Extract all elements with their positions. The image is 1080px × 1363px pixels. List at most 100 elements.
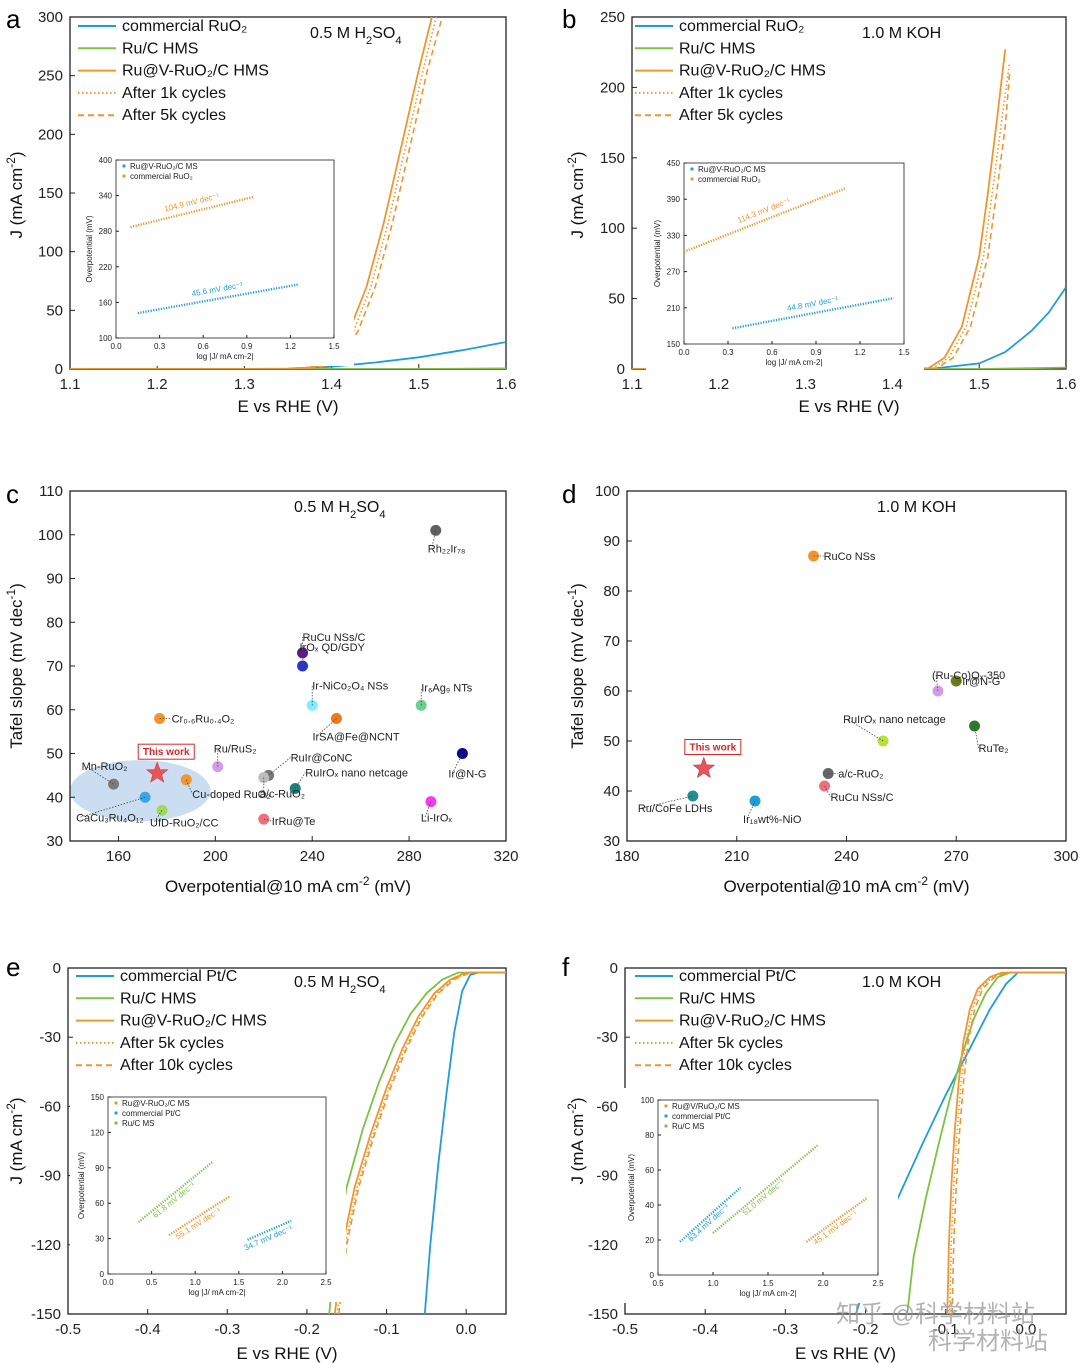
y-tick-label: 400 (99, 156, 113, 165)
leader-line (268, 757, 291, 776)
plot-frame (67, 967, 507, 1315)
x-tick-label: 0.0 (110, 342, 122, 351)
series-line-ru-c-hms (632, 366, 1066, 369)
leader-line (316, 718, 337, 737)
y-tick-label: 80 (645, 1131, 654, 1140)
point-label: RuCu NSs/C (831, 792, 894, 804)
x-tick-label: 0.0 (456, 1321, 477, 1338)
y-tick-label: 40 (46, 789, 63, 806)
y-tick-label: 250 (600, 9, 625, 26)
inset-x-axis-title: log |J/ mA cm-2| (196, 352, 253, 361)
leader-line (263, 818, 272, 822)
y-tick-label: 340 (99, 192, 113, 201)
inset-series-line (137, 283, 298, 315)
series-group (855, 971, 1066, 1314)
inset-series-line (683, 187, 846, 253)
inset-background (78, 148, 354, 366)
x-tick-label: 1.5 (328, 342, 340, 351)
condition-label: 0.5 M H2SO4 (310, 25, 402, 47)
plot-frame (683, 162, 905, 345)
inset-legend-label: commercial Pt/C (122, 1109, 181, 1118)
inset-series-line (168, 1195, 231, 1237)
y-tick-label: -120 (31, 1237, 61, 1254)
point-label: IrOₓ QD/GDY (300, 642, 366, 654)
legend-label: commercial Pt/C (120, 968, 237, 985)
this-work-badge (137, 743, 195, 760)
legend-label: Ru/C HMS (120, 990, 196, 1007)
leader-line (302, 646, 304, 667)
point-label: Ru/CoFe LDHs (638, 803, 713, 815)
legend-label: commercial Pt/C (679, 968, 796, 985)
condition-label: 0.5 M H2SO4 (294, 974, 386, 996)
x-tick-label: -0.5 (612, 1321, 638, 1338)
y-tick-label: 270 (667, 268, 681, 277)
y-tick-label: 300 (38, 9, 63, 26)
point-label: Ir@N-G (962, 676, 1000, 688)
x-tick-label: 160 (106, 848, 131, 865)
highlight-region (70, 760, 211, 822)
y-tick-label: 40 (645, 1201, 654, 1210)
condition-label: 1.0 M KOH (862, 974, 941, 991)
x-tick-label: -0.4 (692, 1321, 718, 1338)
y-tick-label: 40 (603, 783, 620, 800)
x-tick-label: -0.2 (294, 1321, 320, 1338)
x-axis-title: E vs RHE (V) (237, 397, 338, 416)
legend-label: After 5k cycles (120, 1035, 224, 1052)
y-tick-label: 100 (38, 244, 63, 261)
y-axis-title: Tafel slope (mV dec-1) (4, 583, 26, 749)
chart-panel-a: a 1.1 1.2 1.3 1.4 1.5 1.6 0 50 100 150 200 250 300 0.5… (4, 4, 516, 416)
inset-legend-marker (114, 1121, 118, 1125)
point-label: Ir₆Ag₉ NTs (421, 682, 472, 694)
x-tick-label: -0.3 (772, 1321, 798, 1338)
y-tick-label: 70 (603, 633, 620, 650)
inset-series-line (247, 1219, 292, 1241)
point-label: UfD-RuO₂/CC (150, 817, 218, 829)
leader-line (746, 800, 756, 820)
point-label: Ir₁₈wt%-NiO (743, 814, 802, 826)
y-tick-label: 330 (667, 231, 681, 240)
inset-legend-label: Ru/C MS (672, 1122, 704, 1131)
series-line-after-5k-cycles (632, 73, 1011, 369)
x-tick-label: 2.0 (277, 1278, 289, 1287)
x-tick-label: 0.9 (810, 348, 822, 357)
inset-series-line (130, 195, 255, 229)
inset-legend-label: Ru@V-RuO₂/C MS (698, 165, 766, 174)
watermark-text-2: 科学材料站 (928, 1328, 1048, 1355)
this-work-badge (684, 739, 742, 755)
x-axis-title: Overpotential@10 mA cm-2 (mV) (723, 874, 969, 896)
inset-x-axis-title: log |J/ mA cm-2| (765, 358, 822, 367)
y-tick-label: 150 (667, 340, 681, 349)
condition-label: 1.0 M KOH (862, 25, 941, 42)
x-axis-title: Overpotential@10 mA cm-2 (mV) (165, 874, 411, 896)
inset-background (620, 1088, 898, 1303)
panel-letter: f (562, 952, 570, 982)
inset-series-line (679, 1186, 742, 1243)
x-tick-label: 0.5 (652, 1279, 664, 1288)
plot-frame (107, 1096, 327, 1275)
y-tick-label: 150 (600, 150, 625, 167)
inset-legend-marker (664, 1104, 668, 1108)
inset-y-axis-title: Overpotential (mV) (653, 220, 662, 287)
x-axis-title: E vs RHE (V) (236, 1344, 337, 1363)
inset-legend-marker (114, 1101, 118, 1105)
point-label: CaCu₃Ru₄O₁₂ (76, 812, 144, 824)
plot-frame (626, 490, 1067, 842)
y-axis-title: Tafel slope (mV dec-1) (565, 583, 587, 749)
y-tick-label: 50 (603, 733, 620, 750)
series-line-after-5k-cycles (948, 971, 1066, 1314)
x-tick-label: 0.5 (146, 1278, 158, 1287)
chart-panel-b: b 1.1 1.2 1.3 1.4 1.5 1.6 0 50 100 150 200 250 1.0 M … (562, 4, 1076, 416)
point-label: RuCo NSs (824, 551, 876, 563)
y-axis-title: J (mA cm-2) (565, 1097, 587, 1184)
legend-label: After 5k cycles (122, 107, 226, 124)
leader-line (185, 779, 193, 794)
this-work-star (692, 756, 716, 779)
panel-letter: d (562, 479, 576, 509)
leader-line (79, 796, 146, 818)
y-tick-label: 20 (645, 1236, 654, 1245)
y-tick-label: -150 (588, 1306, 618, 1323)
this-work-label: This work (143, 747, 190, 758)
series-line-ru-v-ruo2-c-hms (632, 49, 1007, 369)
point-label: (Ru-Co)Oₓ-350 (932, 670, 1005, 682)
point-label: Rh₂₂Ir₇₈ (428, 543, 466, 555)
